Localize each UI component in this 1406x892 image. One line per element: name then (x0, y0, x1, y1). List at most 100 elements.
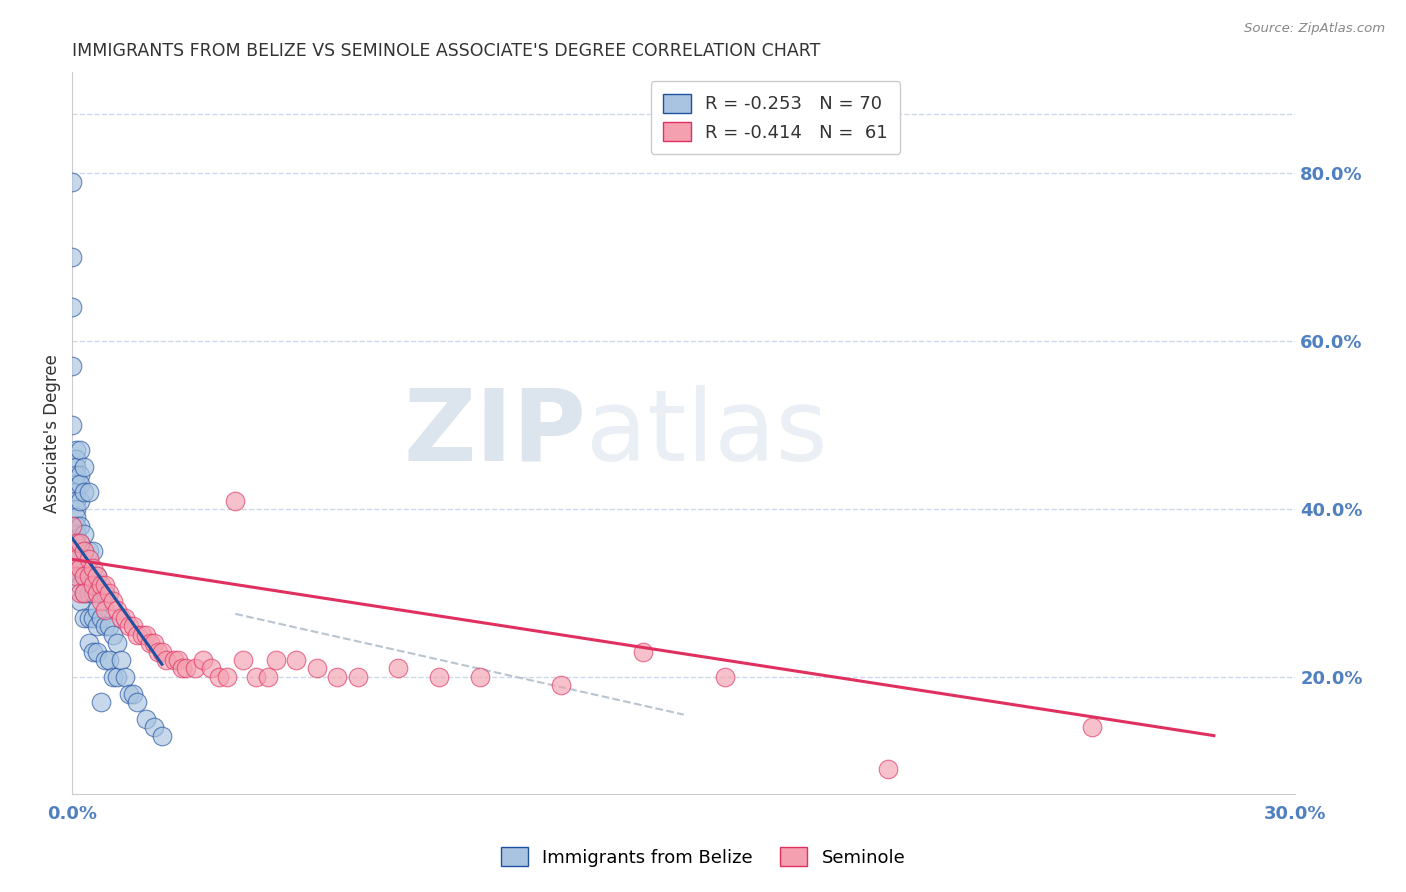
Point (65, 569, 87, 583)
Point (146, 645, 169, 659)
Point (172, 661, 194, 675)
Point (122, 687, 145, 701)
Point (65, 518, 87, 533)
Point (105, 670, 128, 684)
Point (142, 720, 165, 734)
Point (155, 653, 177, 667)
Point (150, 729, 173, 743)
Point (73, 586, 96, 600)
Point (69, 594, 91, 608)
Point (69, 535, 91, 549)
Point (73, 569, 96, 583)
Point (138, 636, 160, 650)
Point (69, 518, 91, 533)
Point (94, 653, 117, 667)
Point (73, 611, 96, 625)
Point (69, 569, 91, 583)
Point (77, 569, 100, 583)
Point (65, 468, 87, 483)
Point (69, 560, 91, 574)
Point (77, 636, 100, 650)
Point (101, 628, 124, 642)
Text: ZIP: ZIP (404, 384, 586, 482)
Point (82, 560, 104, 574)
Point (90, 695, 112, 709)
Point (65, 451, 87, 466)
Point (97, 653, 120, 667)
Point (90, 586, 112, 600)
Point (142, 636, 165, 650)
Point (65, 476, 87, 491)
Point (101, 670, 124, 684)
Point (97, 619, 120, 633)
Point (713, 670, 735, 684)
Legend: R = -0.253   N = 70, R = -0.414   N =  61: R = -0.253 N = 70, R = -0.414 N = 61 (651, 81, 900, 154)
Point (73, 485, 96, 500)
Text: Source: ZipAtlas.com: Source: ZipAtlas.com (1244, 22, 1385, 36)
Point (73, 527, 96, 541)
Point (427, 670, 450, 684)
Point (65, 560, 87, 574)
Point (86, 619, 108, 633)
Point (77, 611, 100, 625)
Point (232, 653, 254, 667)
Point (285, 653, 308, 667)
Point (105, 636, 128, 650)
Point (65, 485, 87, 500)
Point (90, 611, 112, 625)
Point (94, 619, 117, 633)
Point (217, 670, 239, 684)
Point (73, 460, 96, 475)
Point (82, 645, 104, 659)
Point (60, 518, 83, 533)
Point (73, 586, 96, 600)
Point (264, 653, 287, 667)
Point (127, 695, 149, 709)
Point (346, 670, 368, 684)
Point (150, 645, 173, 659)
Point (257, 670, 280, 684)
Point (60, 175, 83, 189)
Point (69, 443, 91, 458)
Point (110, 653, 132, 667)
Point (114, 670, 136, 684)
Point (86, 603, 108, 617)
Point (118, 619, 141, 633)
Point (550, 678, 572, 692)
Point (82, 611, 104, 625)
Point (65, 502, 87, 516)
Point (105, 603, 128, 617)
Point (122, 619, 145, 633)
Point (69, 586, 91, 600)
Point (118, 687, 141, 701)
Point (114, 611, 136, 625)
Point (65, 544, 87, 558)
Point (1080, 720, 1102, 734)
Point (69, 560, 91, 574)
Point (167, 653, 190, 667)
Point (224, 493, 246, 508)
Point (191, 653, 214, 667)
Point (94, 577, 117, 591)
Point (631, 645, 654, 659)
Point (65, 460, 87, 475)
Point (65, 510, 87, 524)
Point (208, 670, 231, 684)
Point (82, 577, 104, 591)
Point (65, 443, 87, 458)
Point (97, 586, 120, 600)
Point (90, 577, 112, 591)
Point (65, 552, 87, 566)
Point (65, 552, 87, 566)
Point (94, 586, 117, 600)
Point (82, 544, 104, 558)
Point (110, 611, 132, 625)
Point (245, 670, 267, 684)
Point (135, 712, 157, 726)
Text: atlas: atlas (586, 384, 828, 482)
Legend: Immigrants from Belize, Seminole: Immigrants from Belize, Seminole (494, 840, 912, 874)
Point (65, 493, 87, 508)
Point (101, 594, 124, 608)
Point (90, 594, 112, 608)
Point (65, 535, 87, 549)
